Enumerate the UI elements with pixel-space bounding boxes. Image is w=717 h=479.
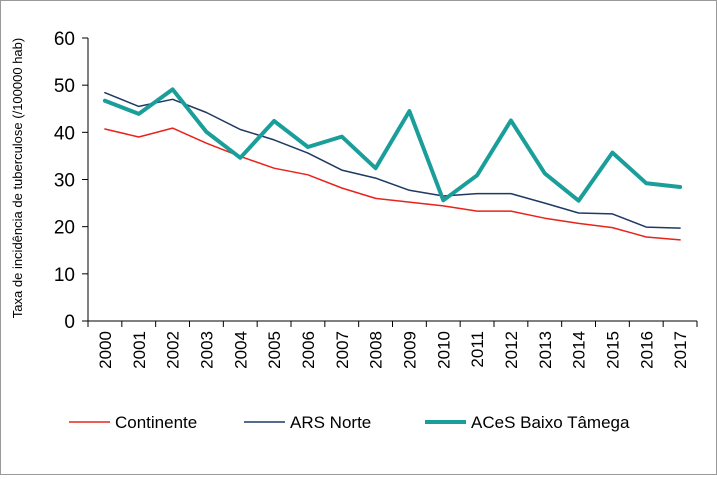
legend: Continente ARS Norte ACeS Baixo Tâmega — [69, 413, 630, 432]
x-tick-label: 2002 — [164, 331, 183, 369]
y-axis-title: Taxa de incidência de tuberculose (/1000… — [10, 38, 25, 318]
x-tick-label: 2006 — [299, 331, 318, 369]
y-axis-tick-labels: 0 10 20 30 40 50 60 — [54, 29, 75, 333]
y-tick-label: 60 — [54, 29, 75, 50]
x-tick-label: 2003 — [197, 331, 216, 369]
legend-label: ARS Norte — [290, 413, 371, 432]
x-tick-label: 2008 — [367, 331, 386, 369]
x-tick-label: 2013 — [536, 331, 555, 369]
y-tick-label: 40 — [54, 123, 75, 144]
legend-label: ACeS Baixo Tâmega — [471, 413, 630, 432]
x-tick-label: 2010 — [434, 331, 453, 369]
x-tick-label: 2012 — [502, 331, 521, 369]
y-tick-label: 0 — [64, 312, 75, 333]
x-axis-tick-labels: 2000 2001 2002 2003 2004 2005 2006 2007 2008 2009… — [96, 331, 690, 369]
x-tick-label: 2005 — [265, 331, 284, 369]
x-tick-label: 2015 — [603, 331, 622, 369]
x-tick-label: 2007 — [333, 331, 352, 369]
x-tick-label: 2000 — [96, 331, 115, 369]
x-tick-label: 2004 — [231, 331, 250, 369]
legend-label: Continente — [115, 413, 197, 432]
y-tick-label: 50 — [54, 76, 75, 97]
x-tick-label: 2016 — [637, 331, 656, 369]
series-line-ars-norte — [104, 91, 681, 229]
series-line-aces-baixo-tamega — [102, 87, 683, 203]
series-line-continente — [104, 127, 681, 241]
x-tick-label: 2011 — [468, 331, 487, 368]
y-tick-label: 20 — [54, 218, 75, 239]
x-tick-label: 2009 — [400, 331, 419, 369]
axes — [82, 37, 698, 327]
y-tick-label: 30 — [54, 171, 75, 192]
x-tick-label: 2014 — [570, 331, 589, 369]
x-tick-label: 2017 — [671, 331, 690, 369]
y-tick-label: 10 — [54, 265, 75, 286]
series-lines — [102, 87, 683, 241]
x-tick-label: 2001 — [130, 331, 149, 369]
